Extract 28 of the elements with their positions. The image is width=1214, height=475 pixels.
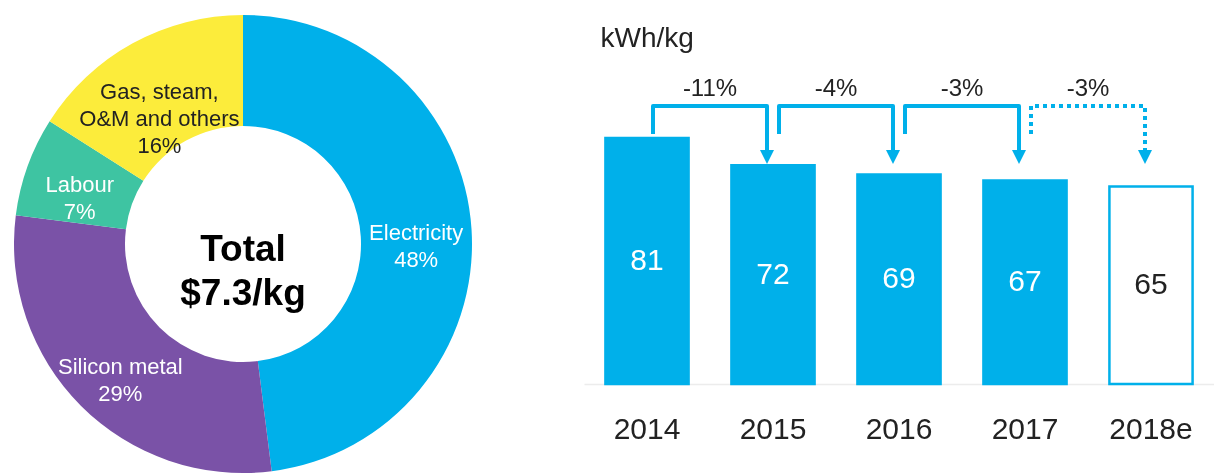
text: -3% — [940, 74, 984, 101]
bar — [604, 136, 690, 386]
x-tick-label: 2017 — [991, 411, 1059, 445]
data-label: 16% — [137, 132, 182, 158]
data-label: 65 — [1134, 267, 1168, 301]
slice-label: Gas, steam, O&M and others — [79, 78, 240, 131]
bar — [982, 179, 1068, 386]
slice-label: Labour — [45, 172, 115, 198]
text: -11% — [682, 74, 738, 101]
text: -4% — [814, 74, 858, 101]
x-tick-label: 2015 — [739, 411, 807, 445]
y-axis-title: kWh/kg — [600, 21, 694, 53]
text: Total $7.3/kg — [180, 228, 306, 313]
data-label: 48% — [394, 247, 439, 273]
slice-label: Silicon metal — [57, 353, 183, 379]
x-tick-label: 2018e — [1109, 411, 1193, 445]
text: -3% — [1066, 74, 1110, 101]
data-label: 69 — [882, 261, 916, 295]
data-label: 67 — [1008, 264, 1042, 298]
data-label: 81 — [630, 243, 664, 276]
data-label: 7% — [63, 199, 96, 225]
x-tick-label: 2016 — [865, 411, 933, 445]
data-label: 72 — [756, 256, 790, 290]
slice-label: Electricity — [369, 220, 464, 246]
bar — [1108, 185, 1194, 386]
bar — [856, 173, 942, 386]
data-label: 29% — [98, 380, 143, 406]
x-tick-label: 2014 — [613, 411, 681, 445]
